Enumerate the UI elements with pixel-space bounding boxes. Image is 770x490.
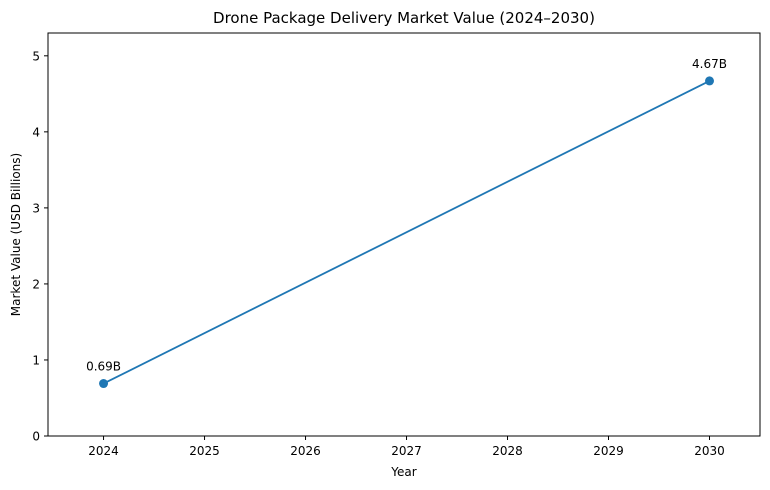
plot-area (47, 32, 761, 437)
x-axis-title: Year (390, 465, 416, 479)
y-tick-label: 2 (32, 277, 40, 291)
series-layer: 0.69B 4.67B (86, 57, 727, 389)
x-tick-label: 2027 (391, 444, 422, 458)
x-tick-label: 2030 (694, 444, 725, 458)
y-tick-label: 0 (32, 430, 40, 444)
x-tick-label: 2024 (88, 444, 119, 458)
y-tick-label: 5 (32, 49, 40, 63)
y-tick-label: 3 (32, 201, 40, 215)
x-tick-label: 2028 (492, 444, 523, 458)
data-label: 4.67B (692, 57, 727, 71)
series-line (103, 80, 710, 385)
y-axis-title: Market Value (USD Billions) (9, 153, 23, 316)
x-tick-label: 2029 (593, 444, 624, 458)
y-axis: 0 1 2 3 4 5 (32, 49, 48, 444)
chart-title: Drone Package Delivery Market Value (202… (213, 9, 595, 27)
data-point (705, 76, 715, 86)
x-tick-label: 2026 (290, 444, 321, 458)
x-axis: 2024 2025 2026 2027 2028 2029 2030 (88, 436, 725, 458)
y-tick-label: 1 (32, 353, 40, 367)
x-tick-label: 2025 (189, 444, 220, 458)
y-tick-label: 4 (32, 125, 40, 139)
data-point (99, 379, 109, 389)
data-label: 0.69B (86, 360, 121, 374)
